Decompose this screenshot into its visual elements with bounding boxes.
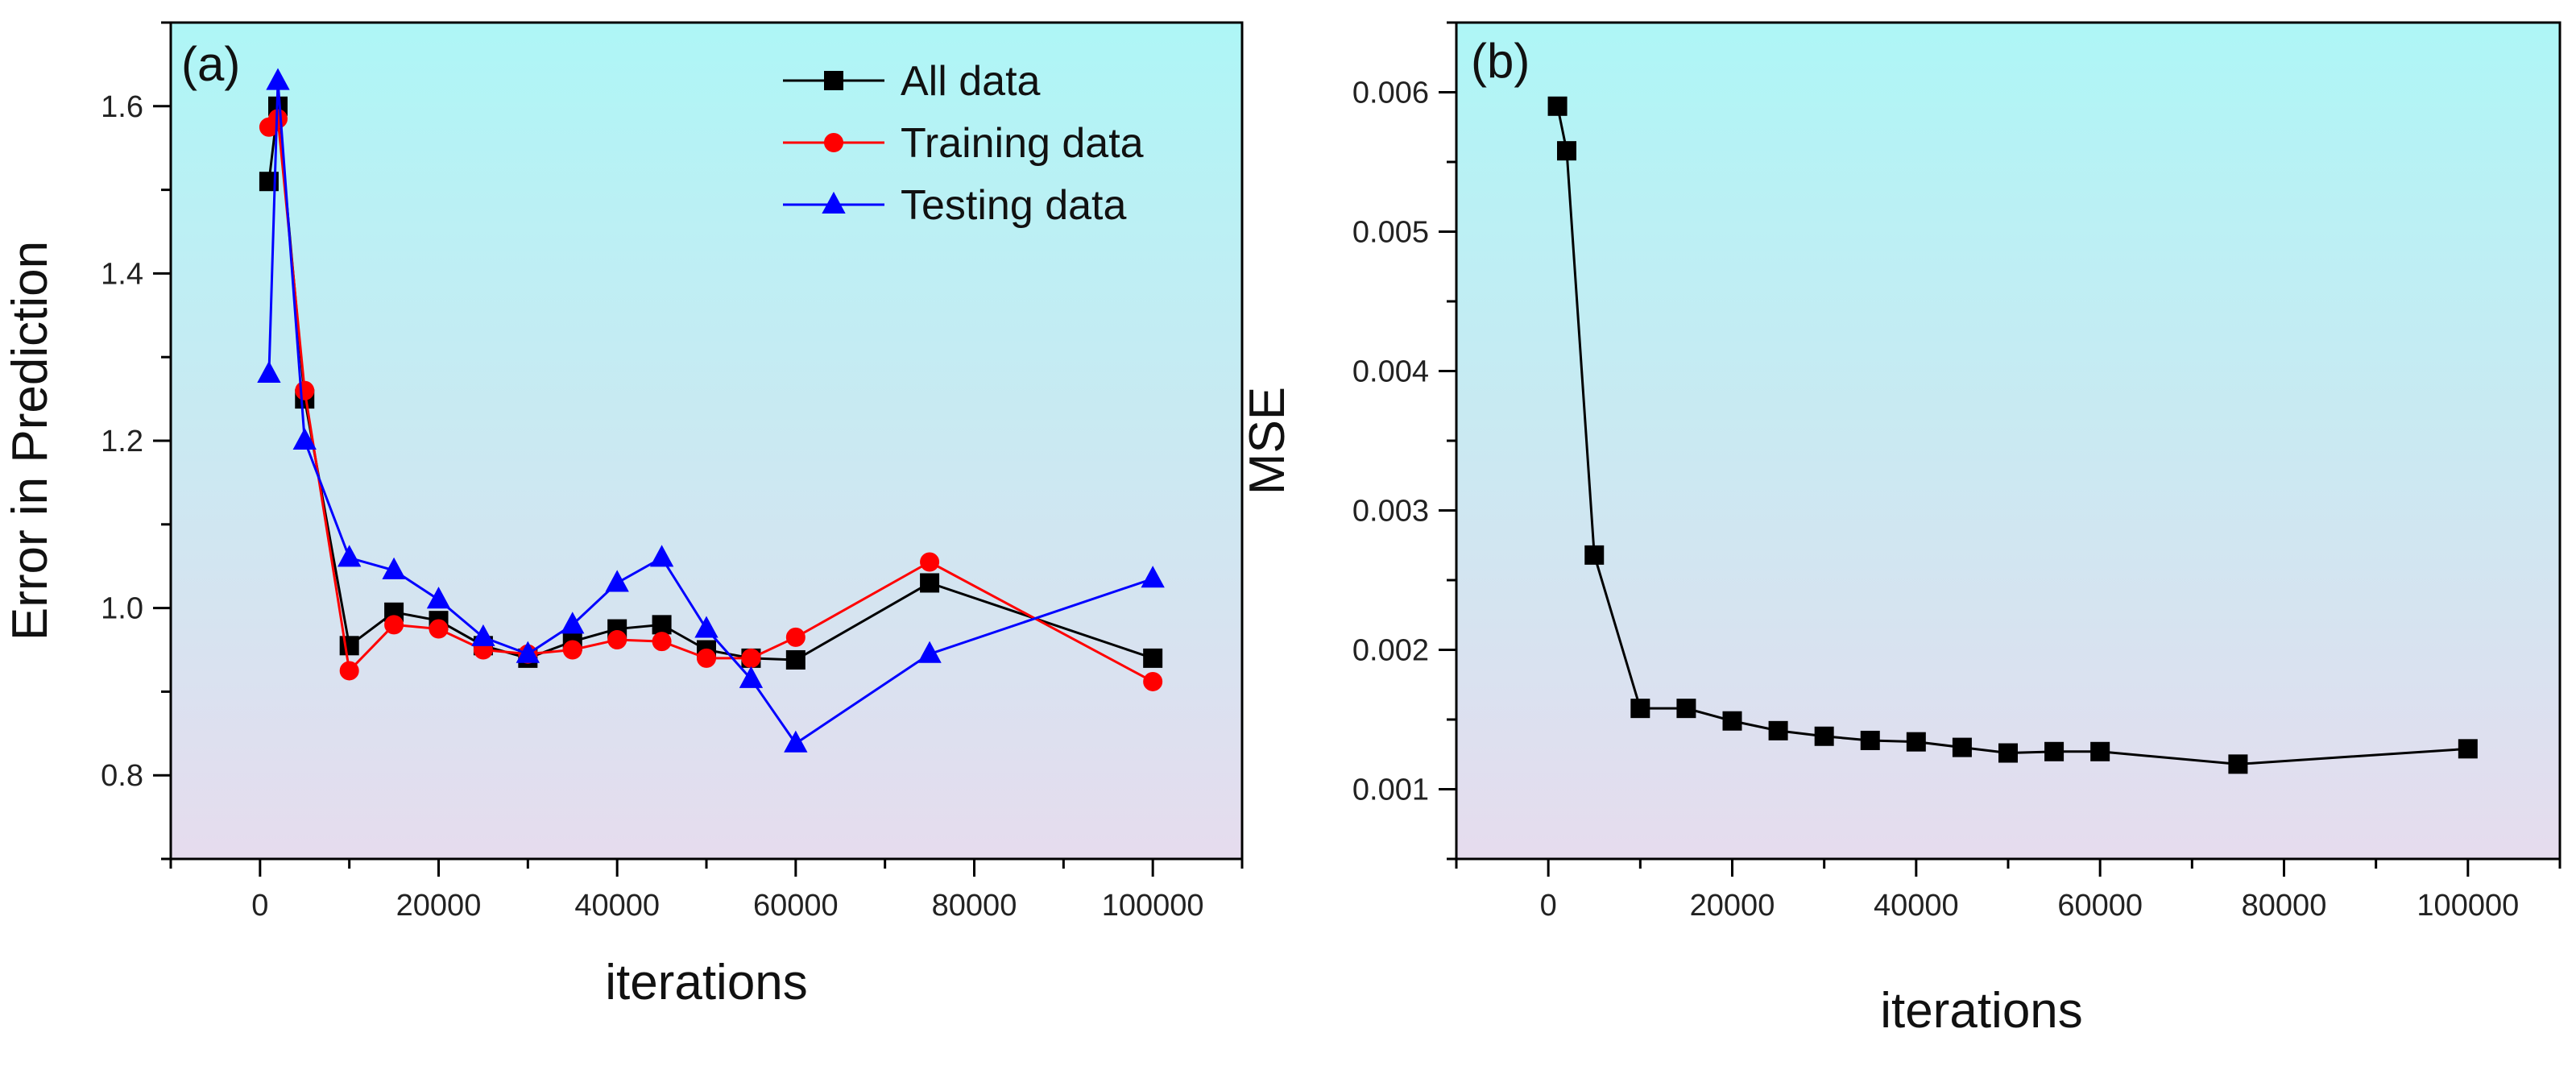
x-tick-label: 40000 [1874,889,1959,923]
data-point-mse [2090,741,2110,761]
data-point-mse [1860,730,1880,750]
data-point-all-data [785,649,806,670]
x-tick-label: 100000 [2417,889,2519,923]
data-point-testing-data [561,612,585,634]
y-tick-label: 0.005 [1352,216,1429,250]
data-point-mse [1814,726,1834,746]
series-line-testing-data [267,81,1153,745]
legend-marker-training-data [824,133,843,152]
data-point-mse [1722,711,1742,731]
data-point-training-data [384,615,404,635]
data-point-mse [1906,732,1926,752]
x-tick-label: 60000 [2057,889,2143,923]
data-point-training-data [1143,671,1163,691]
series-line-all-data [267,106,1153,662]
panel-label-a: (a) [181,37,240,91]
y-tick-label: 0.002 [1352,634,1429,668]
data-point-testing-data [426,587,451,609]
series-line-training-data [267,116,1153,683]
axis-ticks-b: 0 20000 40000 60000 80000 100000 0.001 0.002 0.0… [1352,21,2562,923]
data-point-mse [2458,739,2478,759]
data-point-mse [1952,737,1972,757]
data-point-mse [1630,699,1650,719]
y-tick-label: 1.6 [101,90,143,124]
legend: All data Training data Testing data [783,58,1144,229]
legend-label-all-data: All data [901,58,1041,105]
data-point-mse [2044,741,2065,761]
series-line-mse [1556,106,2468,765]
y-axis-title-a: Error in Prediction [2,241,58,641]
x-tick-label: 80000 [2242,889,2327,923]
data-point-training-data [562,640,582,660]
data-point-mse [2228,754,2248,774]
data-point-testing-data [917,641,942,663]
y-tick-label: 0.001 [1352,774,1429,807]
data-point-testing-data [266,68,290,90]
y-tick-label: 0.006 [1352,77,1429,110]
x-tick-label: 0 [251,889,268,923]
y-tick-label: 0.003 [1352,495,1429,529]
panel-b: 0 20000 40000 60000 80000 100000 0.001 0.002 0.0… [1240,21,2562,1039]
panel-a: 0 20000 40000 60000 80000 100000 0.8 1.0 1.2 1.4 1… [2,21,1244,1010]
data-point-training-data [652,632,672,652]
y-tick-label: 0.004 [1352,355,1429,389]
legend-label-training-data: Training data [901,120,1144,167]
data-point-testing-data [471,624,495,646]
data-point-testing-data [292,427,317,450]
axis-ticks-a: 0 20000 40000 60000 80000 100000 0.8 1.0 1.2 1.4 1… [101,21,1244,923]
x-axis-title-a: iterations [605,955,808,1010]
data-point-testing-data [516,641,540,663]
x-tick-label: 80000 [932,889,1017,923]
data-point-testing-data [382,557,406,579]
data-point-mse [1998,743,2018,763]
x-tick-label: 20000 [396,889,482,923]
data-point-training-data [785,627,806,647]
x-tick-label: 60000 [753,889,839,923]
data-point-training-data [429,619,449,639]
panel-label-b: (b) [1471,34,1530,88]
series-layer-b [1547,96,2478,774]
data-point-testing-data [694,616,719,638]
y-tick-label: 1.2 [101,425,143,458]
plot-area-a [171,23,1242,859]
data-point-mse [1547,96,1568,116]
legend-marker-testing-data [822,191,846,214]
data-point-mse [1557,141,1576,161]
data-point-mse [1676,699,1696,719]
data-point-all-data [920,573,940,593]
data-point-all-data [652,615,672,635]
x-tick-label: 40000 [574,889,660,923]
data-point-testing-data [337,545,362,567]
x-tick-label: 100000 [1102,889,1204,923]
y-axis-title-b: MSE [1240,387,1295,495]
y-tick-label: 0.8 [101,759,143,793]
data-point-all-data [1143,648,1163,668]
data-point-training-data [295,380,315,400]
data-point-training-data [339,661,359,681]
y-tick-label: 1.0 [101,592,143,626]
data-point-testing-data [605,570,629,592]
data-point-testing-data [257,360,281,383]
data-point-all-data [259,172,279,192]
series-layer-a [257,68,1165,753]
data-point-testing-data [1141,566,1165,588]
plot-area-b [1456,23,2560,859]
data-point-mse [1584,545,1605,565]
data-point-training-data [607,630,627,650]
data-point-testing-data [739,666,764,688]
data-point-training-data [741,648,761,668]
legend-label-testing-data: Testing data [901,182,1126,229]
x-axis-title-b: iterations [1880,983,2083,1039]
data-point-mse [1768,720,1788,740]
data-point-training-data [920,552,940,572]
data-point-training-data [697,648,716,668]
y-tick-label: 1.4 [101,257,143,291]
data-point-testing-data [784,730,808,753]
data-point-testing-data [649,545,674,567]
legend-marker-all-data [824,71,843,90]
x-tick-label: 20000 [1690,889,1775,923]
x-tick-label: 0 [1540,889,1557,923]
